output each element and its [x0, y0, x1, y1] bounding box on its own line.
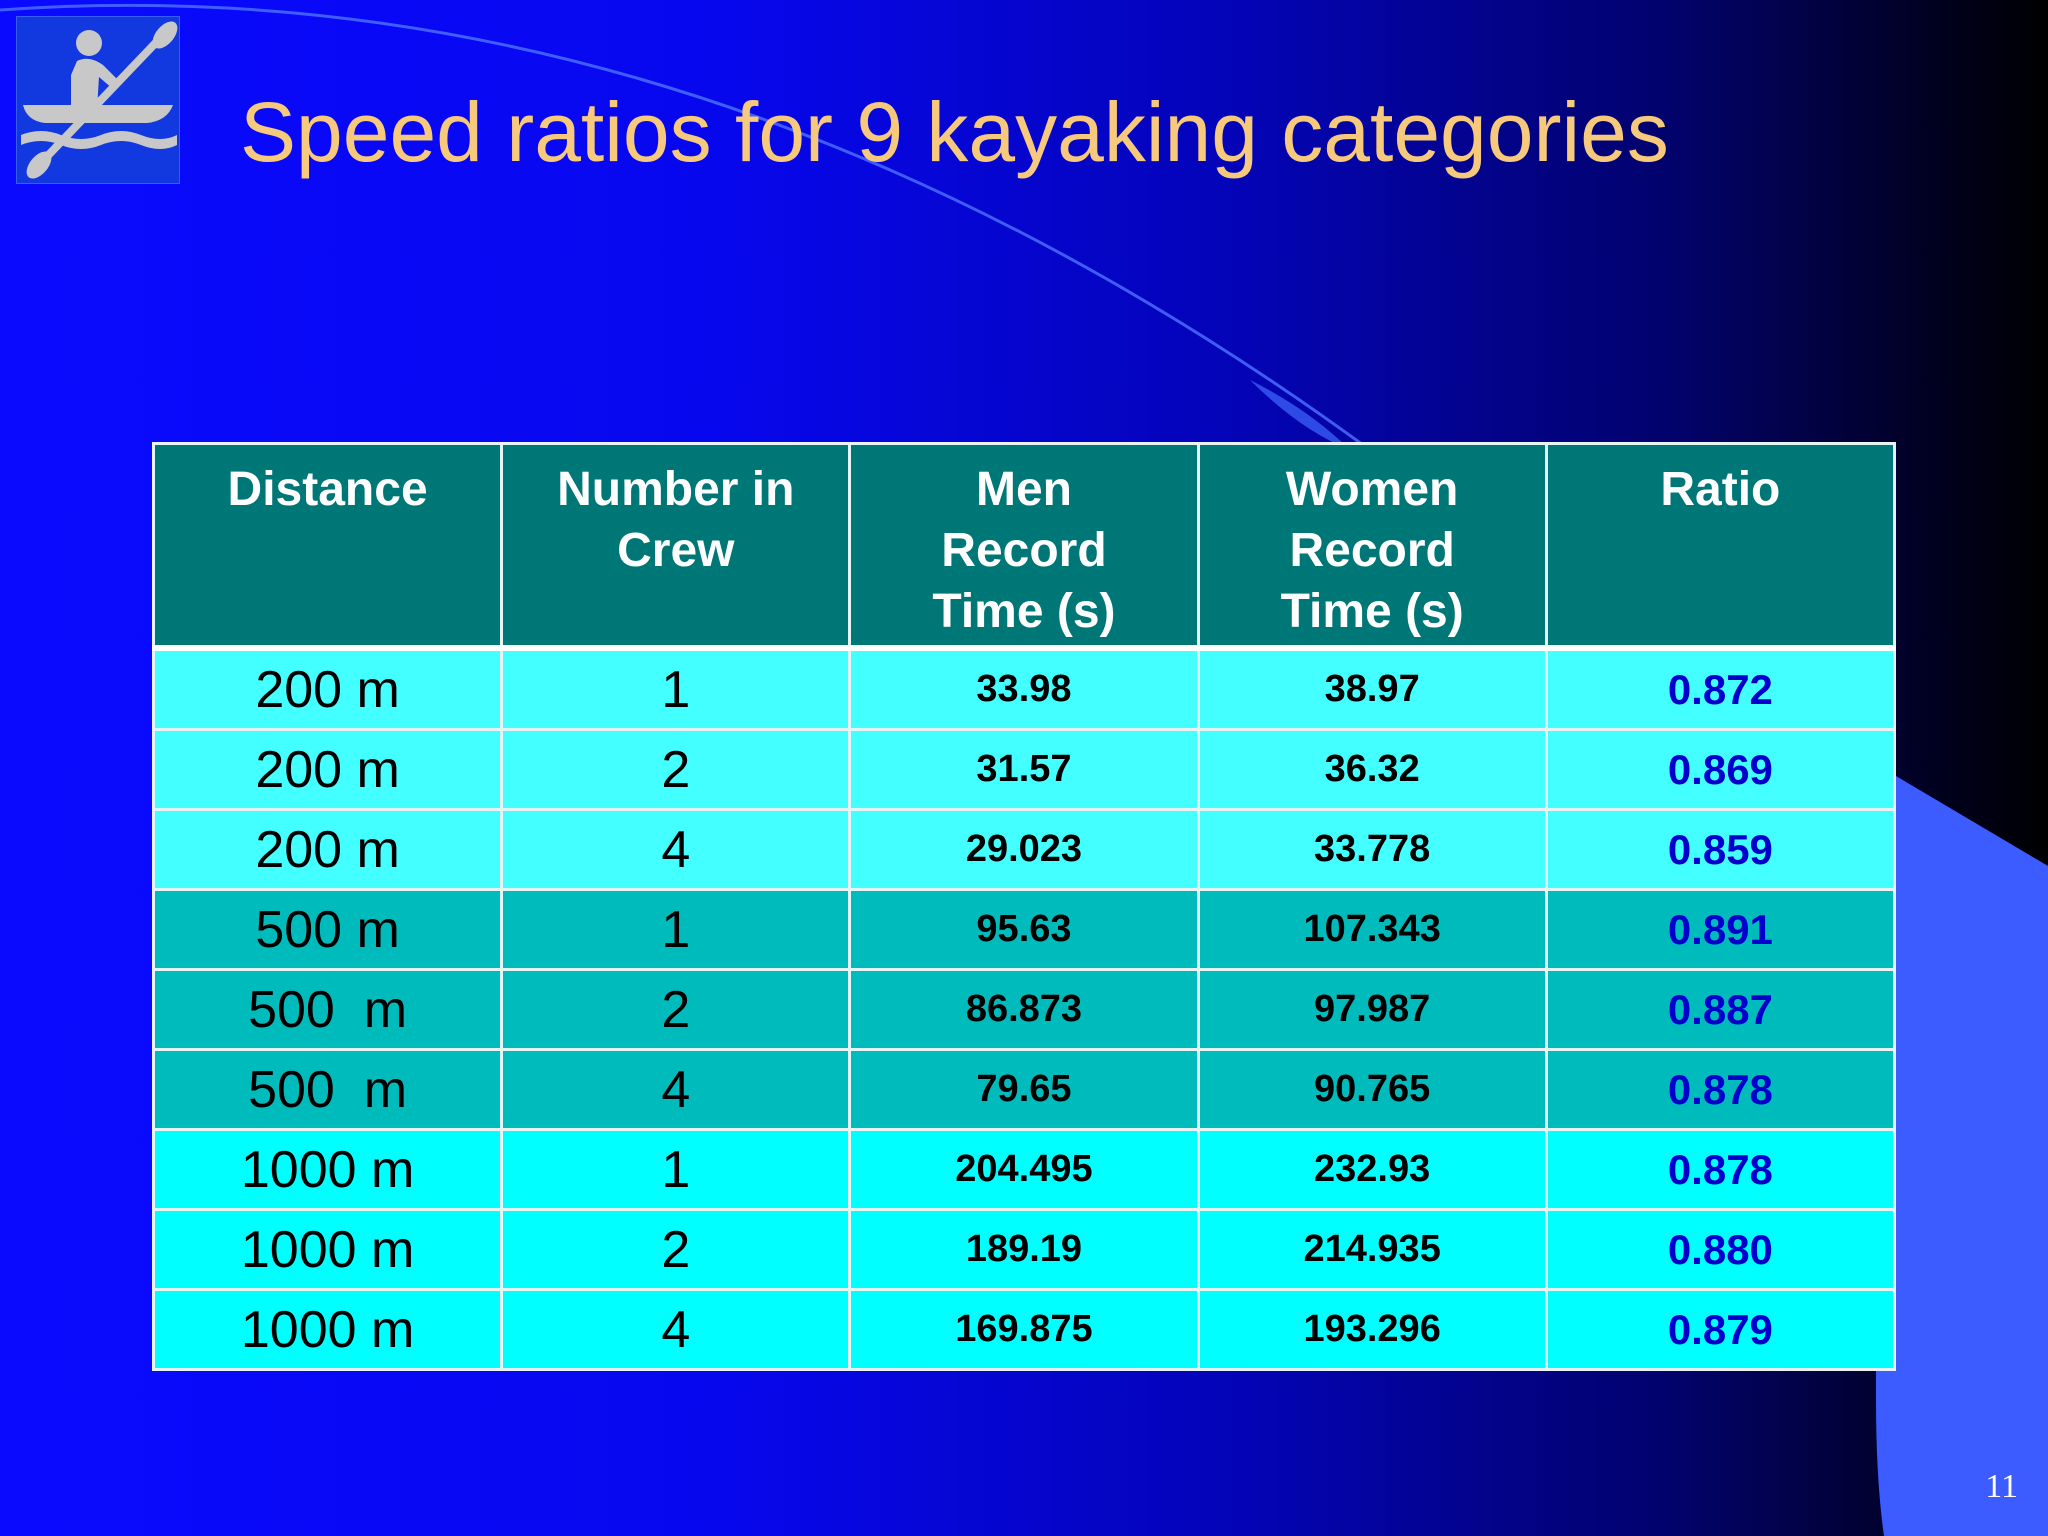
men-time-cell: 33.98	[848, 646, 1200, 731]
ratio-cell: 0.887	[1544, 968, 1897, 1051]
header-ratio: Ratio	[1544, 442, 1897, 650]
men-time-cell: 204.495	[848, 1128, 1200, 1211]
women-time-cell: 232.93	[1196, 1128, 1548, 1211]
distance-cell: 1000 m	[151, 1288, 504, 1371]
crew-cell: 4	[500, 808, 852, 891]
distance-cell: 200 m	[151, 728, 504, 811]
header-number-in-crew: Number in Crew	[500, 442, 852, 650]
table-row: 500 m 4 79.65 90.765 0.878	[151, 1048, 1897, 1131]
men-time-cell: 95.63	[848, 888, 1200, 971]
women-time-cell: 107.343	[1196, 888, 1548, 971]
header-distance: Distance	[151, 442, 504, 650]
kayaker-icon	[17, 17, 179, 183]
table-row: 1000 m 1 204.495 232.93 0.878	[151, 1128, 1897, 1211]
distance-cell: 200 m	[151, 646, 504, 731]
distance-cell: 1000 m	[151, 1208, 504, 1291]
table-row: 200 m 2 31.57 36.32 0.869	[151, 728, 1897, 811]
crew-cell: 2	[500, 728, 852, 811]
page-number: 11	[1985, 1468, 2018, 1505]
women-time-cell: 97.987	[1196, 968, 1548, 1051]
men-time-cell: 86.873	[848, 968, 1200, 1051]
crew-cell: 4	[500, 1048, 852, 1131]
ratio-cell: 0.878	[1544, 1048, 1897, 1131]
crew-cell: 2	[500, 1208, 852, 1291]
women-time-cell: 214.935	[1196, 1208, 1548, 1291]
men-time-cell: 189.19	[848, 1208, 1200, 1291]
table-row: 500 m 2 86.873 97.987 0.887	[151, 968, 1897, 1051]
header-women-record-time: Women Record Time (s)	[1196, 442, 1548, 650]
ratio-cell: 0.891	[1544, 888, 1897, 971]
men-time-cell: 79.65	[848, 1048, 1200, 1131]
crew-cell: 1	[500, 888, 852, 971]
crew-cell: 1	[500, 646, 852, 731]
slide-title: Speed ratios for 9 kayaking categories	[240, 85, 1669, 179]
table-row: 1000 m 2 189.19 214.935 0.880	[151, 1208, 1897, 1291]
crew-cell: 1	[500, 1128, 852, 1211]
ratio-cell: 0.872	[1544, 646, 1897, 731]
ratio-cell: 0.879	[1544, 1288, 1897, 1371]
distance-cell: 1000 m	[151, 1128, 504, 1211]
distance-cell: 500 m	[151, 1048, 504, 1131]
speed-ratio-table: Distance Number in Crew Men Record Time (s)…	[151, 442, 1897, 1371]
distance-cell: 500 m	[151, 888, 504, 971]
women-time-cell: 33.778	[1196, 808, 1548, 891]
women-time-cell: 193.296	[1196, 1288, 1548, 1371]
ratio-cell: 0.869	[1544, 728, 1897, 811]
table-row: 1000 m 4 169.875 193.296 0.879	[151, 1288, 1897, 1371]
women-time-cell: 38.97	[1196, 646, 1548, 731]
men-time-cell: 169.875	[848, 1288, 1200, 1371]
table-row: 200 m 4 29.023 33.778 0.859	[151, 808, 1897, 891]
distance-cell: 500 m	[151, 968, 504, 1051]
ratio-cell: 0.880	[1544, 1208, 1897, 1291]
men-time-cell: 31.57	[848, 728, 1200, 811]
header-men-record-time: Men Record Time (s)	[848, 442, 1200, 650]
crew-cell: 4	[500, 1288, 852, 1371]
table-row: 500 m 1 95.63 107.343 0.891	[151, 888, 1897, 971]
men-time-cell: 29.023	[848, 808, 1200, 891]
kayaker-logo	[16, 16, 180, 184]
women-time-cell: 90.765	[1196, 1048, 1548, 1131]
ratio-cell: 0.878	[1544, 1128, 1897, 1211]
table-header-row: Distance Number in Crew Men Record Time (s)…	[151, 442, 1897, 650]
ratio-cell: 0.859	[1544, 808, 1897, 891]
distance-cell: 200 m	[151, 808, 504, 891]
women-time-cell: 36.32	[1196, 728, 1548, 811]
table-row: 200 m 1 33.98 38.97 0.872	[151, 646, 1897, 731]
crew-cell: 2	[500, 968, 852, 1051]
